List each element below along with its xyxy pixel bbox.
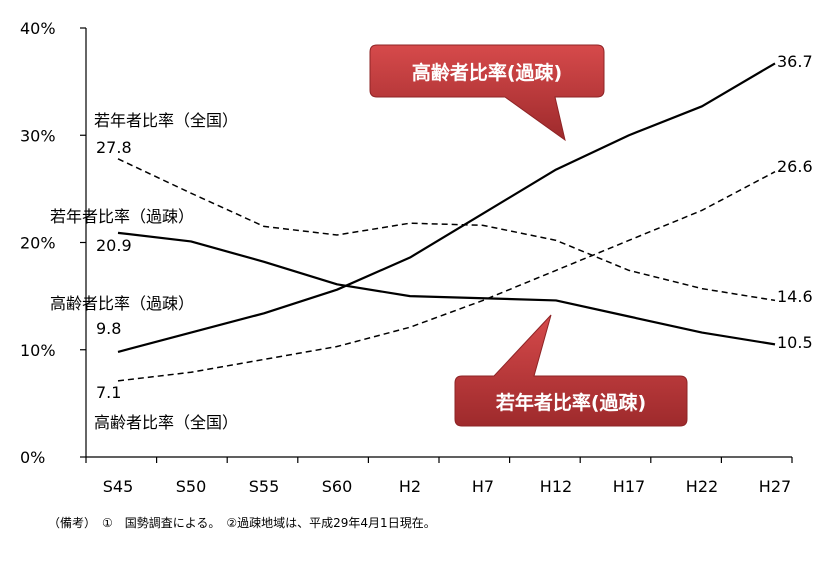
start-label-youth-national-name: 若年者比率（全国）	[94, 111, 238, 130]
x-tick-label: H22	[686, 477, 718, 496]
series-line-youth-national	[117, 158, 776, 302]
end-label-youth-depop: 10.5	[777, 333, 813, 352]
y-tick-label: 20%	[20, 234, 56, 253]
y-tick-label: 40%	[20, 19, 56, 38]
start-label-elderly-national-value: 7.1	[96, 383, 121, 402]
x-tick-label: H2	[399, 477, 421, 496]
series-line-youth-depop	[117, 231, 776, 346]
series-line-elderly-depop	[117, 62, 776, 353]
callout-elderly-depop-shape	[369, 44, 605, 142]
y-tick-label: 10%	[20, 341, 56, 360]
start-label-youth-national-value: 27.8	[96, 138, 132, 157]
start-label-youth-depop-name: 若年者比率（過疎）	[50, 207, 194, 226]
end-label-youth-national: 14.6	[777, 287, 813, 306]
x-tick-label: H12	[540, 477, 572, 496]
start-label-youth-depop-value: 20.9	[96, 236, 132, 255]
callout-elderly-depop-text: 高齢者比率(過疎)	[412, 61, 562, 84]
x-tick-label: S45	[103, 477, 134, 496]
x-tick-label: S55	[249, 477, 280, 496]
callout-elderly-depop: 高齢者比率(過疎)	[369, 44, 605, 142]
callout-youth-depop-text: 若年者比率(過疎)	[496, 391, 646, 414]
x-tick-label: S50	[176, 477, 207, 496]
start-label-elderly-depop-value: 9.8	[96, 319, 121, 338]
end-label-elderly-national: 26.6	[777, 157, 813, 176]
series-line-elderly-national	[117, 171, 776, 382]
start-label-elderly-national-name: 高齢者比率（全国）	[94, 413, 238, 432]
x-tick-label: H7	[472, 477, 494, 496]
callout-youth-depop-shape	[454, 314, 688, 427]
y-tick-label: 30%	[20, 126, 56, 145]
x-tick-label: H17	[613, 477, 645, 496]
footnote: （備考） ① 国勢調査による。 ②過疎地域は、平成29年4月1日現在。	[48, 516, 436, 530]
y-tick-label: 0%	[20, 448, 45, 467]
x-tick-label: S60	[322, 477, 353, 496]
start-label-elderly-depop-name: 高齢者比率（過疎）	[50, 294, 194, 313]
callout-youth-depop: 若年者比率(過疎)	[454, 314, 688, 427]
x-tick-label: H27	[759, 477, 791, 496]
end-label-elderly-depop: 36.7	[777, 52, 813, 71]
